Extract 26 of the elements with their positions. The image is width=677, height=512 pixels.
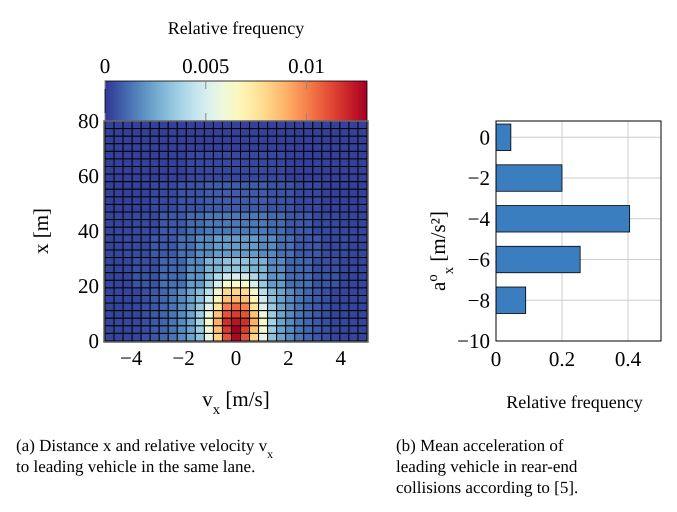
- text: (a) Distance x and relative velocity v$_{x}$ to leading vehicle in the same lane.: [16, 436, 274, 476]
- x-tick-label: 4: [336, 346, 347, 370]
- y-tick-label: 0: [88, 329, 99, 353]
- y-tick-label: 60: [78, 164, 99, 188]
- y-tick-label: −10: [457, 329, 490, 353]
- x-tick-label: 2: [283, 346, 294, 370]
- y-tick-label: −4: [468, 206, 490, 231]
- y-tick-label: −8: [468, 288, 490, 312]
- y-tick-label: 20: [78, 274, 99, 298]
- color-bar-label: 0.005: [182, 54, 230, 78]
- x-tick-label: 0.2: [548, 347, 576, 371]
- color-bar-title: Relative frequency: [168, 18, 304, 38]
- x-tick-label: −4: [120, 346, 143, 370]
- y-axis-title: x [m]: [29, 208, 53, 254]
- x-tick-label: 0: [230, 346, 242, 370]
- x-tick-label: −2: [172, 346, 195, 370]
- text: (b) Mean acceleration of leading vehicle in rear-end collisions according to [5].: [396, 436, 578, 497]
- y-tick-label: 0: [480, 125, 490, 150]
- x-axis-title: Relative frequency: [506, 392, 643, 412]
- y-tick-label: 40: [78, 219, 99, 243]
- y-tick-label: −2: [468, 166, 490, 190]
- color-bar-label: 0.01: [288, 54, 325, 78]
- y-tick-label: −6: [468, 248, 490, 272]
- x-axis-title: v$_{x}$ [m/s]: [202, 387, 270, 418]
- y-tick-label: 80: [78, 109, 99, 133]
- x-tick-label: 0.4: [614, 347, 642, 371]
